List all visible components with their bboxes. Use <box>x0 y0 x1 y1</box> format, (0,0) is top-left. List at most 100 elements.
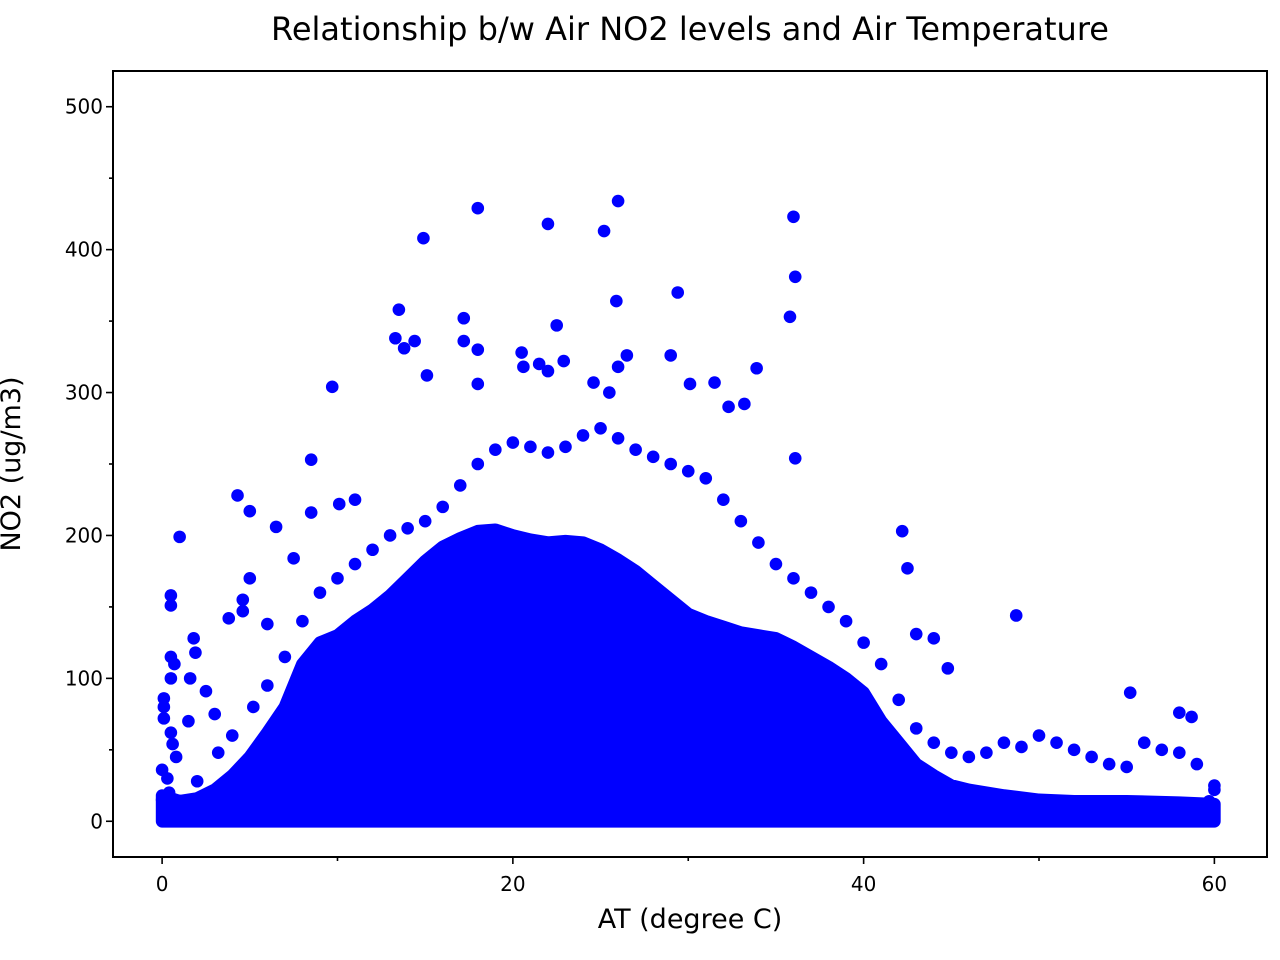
data-point <box>962 750 976 764</box>
data-point <box>1173 746 1186 759</box>
data-point <box>611 431 625 445</box>
data-point <box>1155 743 1169 757</box>
data-point <box>389 331 402 345</box>
data-point <box>1009 609 1023 622</box>
data-point <box>190 774 204 788</box>
data-point <box>941 662 955 675</box>
data-point <box>269 520 283 534</box>
data-point <box>804 586 818 599</box>
data-point <box>541 364 555 378</box>
data-point <box>1050 736 1063 749</box>
data-point <box>664 349 678 362</box>
data-point <box>587 376 600 389</box>
data-point <box>325 380 339 394</box>
data-point <box>417 231 430 245</box>
data-point <box>243 504 257 518</box>
data-point <box>164 726 178 739</box>
y-axis-ticks: 0 100 200 300 400 500 <box>65 95 113 833</box>
data-point <box>453 479 467 492</box>
data-point <box>278 650 292 664</box>
data-point <box>738 397 751 411</box>
data-point <box>243 572 257 585</box>
data-point <box>517 360 530 374</box>
y-tick-label: 400 <box>65 238 103 262</box>
y-tick-label: 0 <box>90 809 103 833</box>
data-point <box>1195 810 1209 824</box>
data-point <box>231 489 244 502</box>
data-point <box>164 672 178 685</box>
data-point <box>164 599 178 612</box>
x-tick-label: 60 <box>1202 872 1227 896</box>
data-point <box>646 450 660 464</box>
data-point <box>383 529 397 542</box>
data-point <box>247 700 260 714</box>
data-point <box>1015 740 1028 754</box>
data-point <box>457 311 471 325</box>
data-point <box>159 803 172 817</box>
scatter-points <box>155 194 1221 824</box>
data-point <box>611 360 625 374</box>
data-point <box>348 493 362 507</box>
data-point <box>1173 706 1186 719</box>
data-point <box>261 679 274 692</box>
x-tick-label: 20 <box>500 872 525 896</box>
data-point <box>332 497 346 511</box>
data-point <box>997 736 1011 749</box>
data-point <box>166 737 179 751</box>
data-point <box>392 303 406 316</box>
data-point <box>1202 794 1216 808</box>
data-point <box>169 750 183 764</box>
data-point <box>909 722 923 735</box>
chart-title: Relationship b/w Air NO2 levels and Air … <box>271 10 1109 48</box>
data-point <box>822 600 835 614</box>
data-point <box>597 224 611 238</box>
y-axis-label: NO2 (ug/m3) <box>0 376 27 551</box>
x-axis-ticks: 0 20 40 60 <box>156 857 1227 896</box>
data-point <box>620 349 634 362</box>
data-point <box>892 693 906 707</box>
data-point <box>734 514 748 528</box>
data-point <box>671 286 685 299</box>
data-point <box>157 692 171 705</box>
data-point <box>471 201 485 215</box>
data-point <box>236 604 250 618</box>
data-point <box>199 684 213 698</box>
data-point <box>532 357 546 371</box>
data-point <box>1102 757 1116 771</box>
data-point <box>769 557 783 571</box>
data-point <box>750 361 763 375</box>
data-point <box>173 530 186 544</box>
data-point <box>489 443 502 457</box>
data-point <box>397 341 411 355</box>
data-point <box>304 506 318 519</box>
data-point <box>418 514 432 528</box>
data-point <box>436 500 450 514</box>
data-point <box>162 786 176 799</box>
data-point <box>471 377 485 391</box>
data-point <box>1120 760 1133 774</box>
data-point <box>901 562 914 575</box>
data-point <box>176 800 190 814</box>
data-point <box>708 376 721 389</box>
data-point <box>717 493 730 507</box>
data-point <box>1137 736 1151 749</box>
data-point <box>895 524 909 538</box>
data-point <box>699 471 713 485</box>
data-point <box>313 586 327 599</box>
data-point <box>208 707 222 721</box>
data-point <box>1123 686 1137 699</box>
data-point <box>681 464 695 478</box>
data-point <box>788 270 802 284</box>
data-point <box>945 746 958 759</box>
data-point <box>874 657 888 671</box>
data-point <box>331 572 344 585</box>
y-tick-label: 100 <box>65 666 103 690</box>
data-point <box>787 210 800 224</box>
data-point <box>683 377 697 391</box>
data-point <box>408 334 421 348</box>
data-point <box>787 572 800 585</box>
data-point <box>722 400 735 414</box>
data-point <box>603 386 616 399</box>
data-point <box>457 334 471 348</box>
